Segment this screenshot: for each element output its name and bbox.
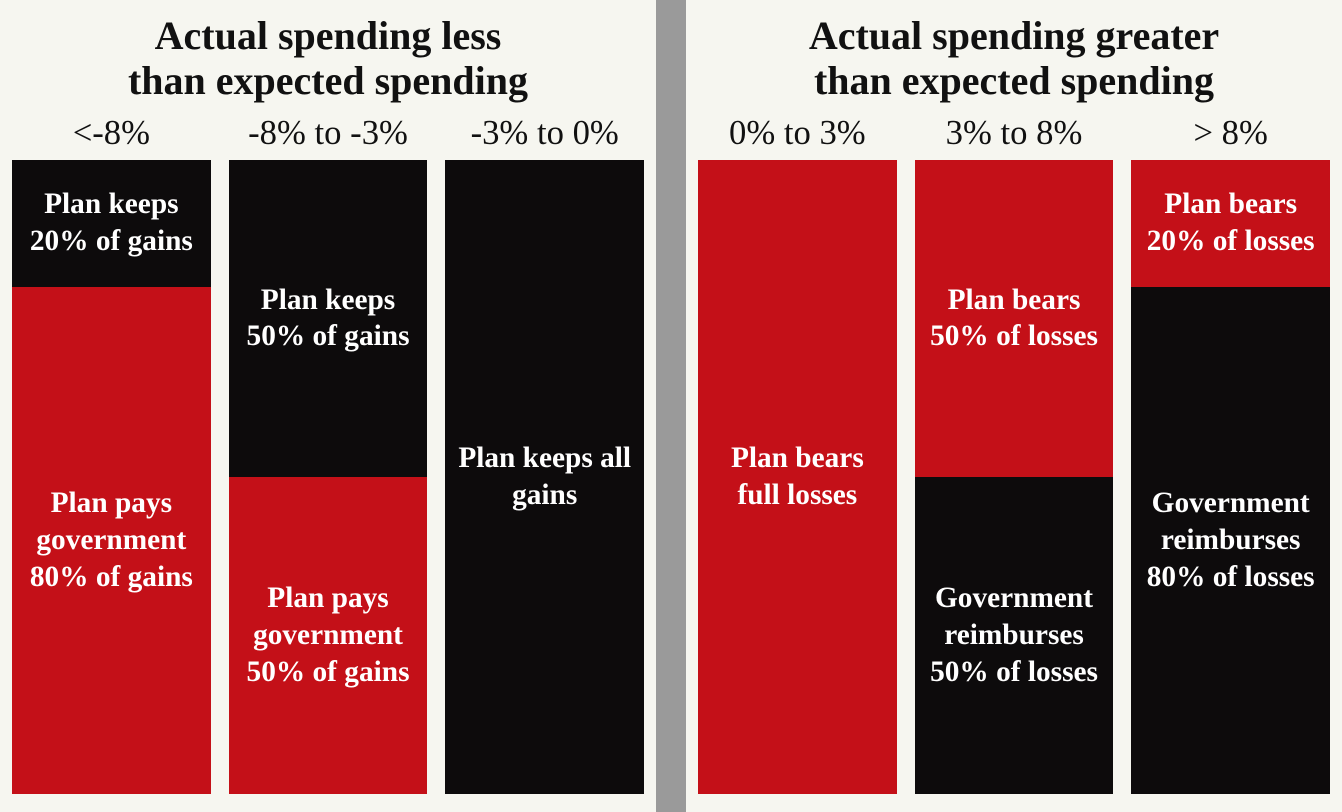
col-left-0: <-8% Plan keeps 20% of gainsPlan pays go… [12,114,211,794]
col-head: > 8% [1131,114,1330,152]
bar-segment: Plan pays government 80% of gains [12,287,211,794]
panel-title-right-line2: than expected spending [698,59,1330,104]
col-head: 3% to 8% [915,114,1114,152]
bar-segment: Plan pays government 50% of gains [229,477,428,794]
bar: Plan bears 20% of lossesGovernment reimb… [1131,160,1330,794]
panel-left: Actual spending less than expected spend… [0,0,656,812]
col-left-2: -3% to 0% Plan keeps all gains [445,114,644,794]
bar-segment: Government reimburses 80% of losses [1131,287,1330,794]
col-right-2: > 8% Plan bears 20% of lossesGovernment … [1131,114,1330,794]
panel-title-right-line1: Actual spending greater [698,14,1330,59]
columns-right: 0% to 3% Plan bears full losses 3% to 8%… [698,114,1330,794]
panel-title-left-line2: than expected spending [12,59,644,104]
col-left-1: -8% to -3% Plan keeps 50% of gainsPlan p… [229,114,428,794]
bar-segment: Plan keeps all gains [445,160,644,794]
panel-title-left-line1: Actual spending less [12,14,644,59]
columns-left: <-8% Plan keeps 20% of gainsPlan pays go… [12,114,644,794]
bar: Plan bears full losses [698,160,897,794]
bar: Plan keeps all gains [445,160,644,794]
bar-segment: Plan bears full losses [698,160,897,794]
bar-segment: Plan bears 20% of losses [1131,160,1330,287]
col-right-1: 3% to 8% Plan bears 50% of lossesGovernm… [915,114,1114,794]
col-head: -8% to -3% [229,114,428,152]
panel-title-right: Actual spending greater than expected sp… [698,14,1330,104]
panel-divider [656,0,686,812]
bar: Plan keeps 50% of gainsPlan pays governm… [229,160,428,794]
panel-title-left: Actual spending less than expected spend… [12,14,644,104]
bar-segment: Plan keeps 50% of gains [229,160,428,477]
bar: Plan keeps 20% of gainsPlan pays governm… [12,160,211,794]
col-head: <-8% [12,114,211,152]
col-head: -3% to 0% [445,114,644,152]
bar-segment: Government reimburses 50% of losses [915,477,1114,794]
bar: Plan bears 50% of lossesGovernment reimb… [915,160,1114,794]
col-head: 0% to 3% [698,114,897,152]
bar-segment: Plan keeps 20% of gains [12,160,211,287]
col-right-0: 0% to 3% Plan bears full losses [698,114,897,794]
bar-segment: Plan bears 50% of losses [915,160,1114,477]
panel-right: Actual spending greater than expected sp… [686,0,1342,812]
